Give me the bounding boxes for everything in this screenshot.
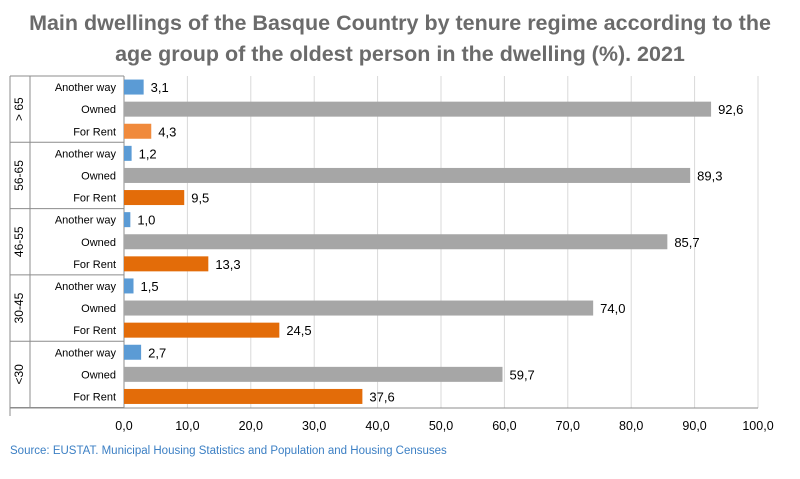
chart-title-line-2: age group of the oldest person in the dw… bbox=[115, 42, 685, 66]
data-label: 92,6 bbox=[718, 102, 743, 117]
x-tick-label: 50,0 bbox=[429, 419, 453, 433]
bar bbox=[124, 388, 363, 404]
category-label: Owned bbox=[81, 369, 116, 381]
data-label: 4,3 bbox=[158, 124, 176, 139]
bar bbox=[124, 322, 280, 338]
bar bbox=[124, 101, 712, 117]
data-label: 2,7 bbox=[148, 345, 166, 360]
bar bbox=[124, 234, 668, 250]
x-tick-label: 90,0 bbox=[682, 419, 706, 433]
bar bbox=[124, 366, 503, 382]
bar bbox=[124, 344, 142, 360]
data-label: 1,5 bbox=[141, 279, 159, 294]
data-label: 89,3 bbox=[697, 168, 722, 183]
bar bbox=[124, 256, 209, 272]
category-label: For Rent bbox=[73, 126, 116, 138]
chart-title: Main dwellings of the Basque Country by … bbox=[0, 8, 800, 70]
category-label: Another way bbox=[55, 347, 117, 359]
x-tick-label: 80,0 bbox=[619, 419, 643, 433]
group-label: 56-65 bbox=[12, 160, 26, 191]
x-tick-label: 70,0 bbox=[556, 419, 580, 433]
category-label: For Rent bbox=[73, 325, 116, 337]
data-label: 9,5 bbox=[191, 191, 209, 206]
data-label: 13,3 bbox=[215, 257, 240, 272]
category-label: For Rent bbox=[73, 259, 116, 271]
x-tick-label: 0,0 bbox=[115, 419, 132, 433]
bar bbox=[124, 123, 152, 139]
x-tick-label: 30,0 bbox=[302, 419, 326, 433]
category-label: Another way bbox=[55, 148, 117, 160]
bar bbox=[124, 145, 132, 161]
category-label: Another way bbox=[55, 82, 117, 94]
data-label: 24,5 bbox=[286, 323, 311, 338]
bar bbox=[124, 278, 134, 294]
category-label: Owned bbox=[81, 303, 116, 315]
category-label: For Rent bbox=[73, 391, 116, 403]
bar bbox=[124, 300, 594, 316]
category-label: Owned bbox=[81, 237, 116, 249]
category-label: For Rent bbox=[73, 193, 116, 205]
data-label: 3,1 bbox=[151, 80, 169, 95]
group-label: > 65 bbox=[12, 97, 26, 121]
x-tick-label: 20,0 bbox=[239, 419, 263, 433]
category-label: Owned bbox=[81, 104, 116, 116]
bar bbox=[124, 167, 691, 183]
category-label: Owned bbox=[81, 170, 116, 182]
data-label: 1,2 bbox=[139, 146, 157, 161]
group-label: 30-45 bbox=[12, 292, 26, 323]
group-label: <30 bbox=[12, 364, 26, 385]
bar bbox=[124, 212, 131, 228]
chart-title-line-1: Main dwellings of the Basque Country by … bbox=[29, 11, 771, 35]
data-label: 74,0 bbox=[600, 301, 625, 316]
category-label: Another way bbox=[55, 215, 117, 227]
x-tick-label: 10,0 bbox=[175, 419, 199, 433]
x-tick-label: 40,0 bbox=[365, 419, 389, 433]
group-label: 46-55 bbox=[12, 226, 26, 257]
x-tick-label: 100,0 bbox=[742, 419, 773, 433]
data-label: 85,7 bbox=[674, 235, 699, 250]
bar bbox=[124, 79, 144, 95]
data-label: 37,6 bbox=[369, 389, 394, 404]
data-label: 59,7 bbox=[509, 367, 534, 382]
category-label: Another way bbox=[55, 281, 117, 293]
bar bbox=[124, 190, 185, 206]
data-label: 1,0 bbox=[137, 213, 155, 228]
source-note: Source: EUSTAT. Municipal Housing Statis… bbox=[10, 445, 447, 457]
x-tick-label: 60,0 bbox=[492, 419, 516, 433]
